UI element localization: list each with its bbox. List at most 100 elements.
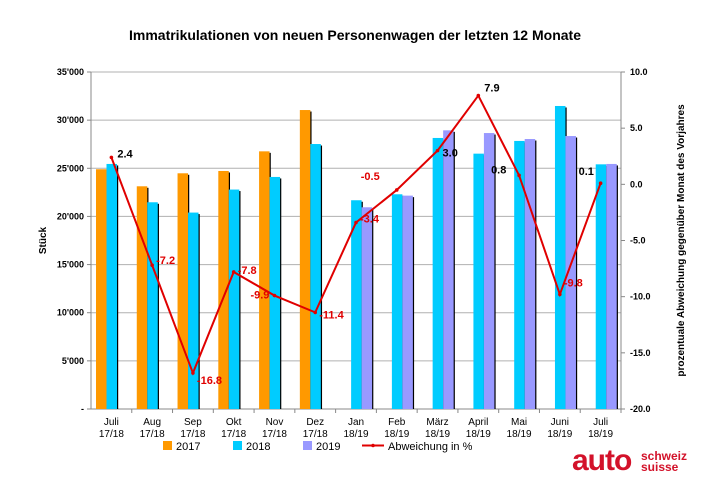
deviation-point <box>109 155 114 160</box>
bar-2019 <box>402 195 413 409</box>
bar-2018 <box>147 202 158 409</box>
x-tick-label-year: 18/19 <box>466 429 491 440</box>
data-label: 3.0 <box>443 148 458 160</box>
bar-shadow <box>197 214 200 409</box>
deviation-point <box>558 292 562 297</box>
auto-schweiz-logo: auto schweiz suisse <box>572 444 687 478</box>
logo-line1: schweiz <box>641 449 688 463</box>
x-tick-label: Aug <box>143 417 161 428</box>
bar-2018 <box>595 164 607 409</box>
legend-swatch-2018 <box>233 441 242 450</box>
data-label: 0.1 <box>579 166 594 178</box>
legend-swatch-2017 <box>163 441 172 450</box>
bar-2018 <box>310 144 321 409</box>
deviation-point <box>313 310 318 315</box>
x-tick-label-year: 18/19 <box>384 429 409 440</box>
deviation-point <box>191 371 195 375</box>
y-tick-label: 35'000 <box>57 67 84 77</box>
bar-2019 <box>443 130 454 410</box>
legend-swatch-2019 <box>303 441 312 450</box>
bar-2018 <box>554 105 566 409</box>
bar-2018 <box>391 194 403 409</box>
x-tick-label: Juni <box>551 417 569 428</box>
x-tick-label: Mai <box>511 417 527 428</box>
bar-2019 <box>606 163 617 409</box>
bar-shadow <box>116 165 119 409</box>
bar-2017 <box>177 173 189 409</box>
bar-2017 <box>136 186 148 409</box>
x-tick-label: Juli <box>104 417 119 428</box>
bar-2018 <box>514 140 525 410</box>
x-tick-label-year: 17/18 <box>303 429 328 440</box>
x-tick-label-year: 17/18 <box>140 429 165 440</box>
bar-2017 <box>259 151 270 410</box>
legend-swatch-marker <box>371 443 375 448</box>
bar-shadow <box>615 165 618 409</box>
data-label: -16.8 <box>197 375 222 387</box>
bar-2019 <box>361 207 373 409</box>
bar-shadow <box>534 140 537 409</box>
bar-2018 <box>432 137 444 409</box>
deviation-point <box>394 188 399 192</box>
bar-shadow <box>411 197 415 409</box>
bar-shadow <box>156 203 159 409</box>
y-tick-label: 15'000 <box>57 260 84 270</box>
data-label: -7.2 <box>156 255 175 267</box>
x-tick-label-year: 17/18 <box>180 429 205 440</box>
y2-tick-label: -20.0 <box>630 404 651 414</box>
logo-main: auto <box>572 444 632 477</box>
x-tick-label: Dez <box>306 417 324 428</box>
logo-line2: suisse <box>641 460 679 474</box>
y-tick-label: - <box>81 404 84 414</box>
bar-shadow <box>452 131 455 410</box>
bar-2017 <box>218 170 229 409</box>
data-label: -11.4 <box>319 309 344 321</box>
y2-tick-label: 10.0 <box>630 67 648 77</box>
x-tick-label: Jan <box>348 417 364 428</box>
bar-2017 <box>96 169 107 409</box>
y2-tick-label: 5.0 <box>630 123 643 133</box>
x-tick-label: April <box>468 417 488 428</box>
x-tick-label: Juli <box>593 417 608 428</box>
chart-title: Immatrikulationen von neuen Personenwage… <box>129 27 581 43</box>
y-tick-label: 10'000 <box>57 308 84 318</box>
bar-shadow <box>574 137 578 409</box>
data-label: -3.4 <box>360 214 380 226</box>
y-tick-label: 30'000 <box>57 115 84 125</box>
y-tick-label: 5'000 <box>62 356 84 366</box>
y2-axis-title: prozentuale Abweichung gegenüber Monat d… <box>676 104 687 377</box>
legend-label-2018: 2018 <box>246 441 270 453</box>
x-tick-label-year: 18/19 <box>588 429 613 440</box>
bar-shadow <box>238 191 241 409</box>
x-tick-label: Sep <box>184 417 202 428</box>
deviation-point <box>354 220 358 225</box>
deviation-point <box>272 293 277 298</box>
x-tick-label-year: 18/19 <box>547 429 572 440</box>
x-tick-label: Okt <box>226 417 242 428</box>
data-label: 7.9 <box>484 83 499 95</box>
deviation-point <box>150 263 154 268</box>
x-tick-label-year: 17/18 <box>221 429 246 440</box>
bar-2019 <box>483 133 495 409</box>
bar-2018 <box>351 200 362 409</box>
bar-2019 <box>565 136 576 409</box>
y2-tick-label: -5.0 <box>630 236 646 246</box>
x-tick-label: Nov <box>266 417 284 428</box>
y-tick-label: 20'000 <box>57 211 84 221</box>
bar-2018 <box>106 163 117 409</box>
bar-shadow <box>493 134 496 409</box>
x-tick-label-year: 18/19 <box>507 429 532 440</box>
data-label: 0.8 <box>491 164 506 176</box>
data-label: -9.9 <box>250 290 269 302</box>
y-axis-title: Stück <box>38 226 49 254</box>
bar-shadow <box>371 208 374 409</box>
bar-2018 <box>269 176 281 409</box>
deviation-point <box>598 181 603 186</box>
data-label: -0.5 <box>361 171 380 183</box>
deviation-point <box>476 93 481 98</box>
x-tick-label: März <box>426 417 448 428</box>
x-tick-label: Feb <box>388 417 406 428</box>
y2-tick-label: 0.0 <box>630 179 643 189</box>
data-label: 2.4 <box>117 148 133 160</box>
